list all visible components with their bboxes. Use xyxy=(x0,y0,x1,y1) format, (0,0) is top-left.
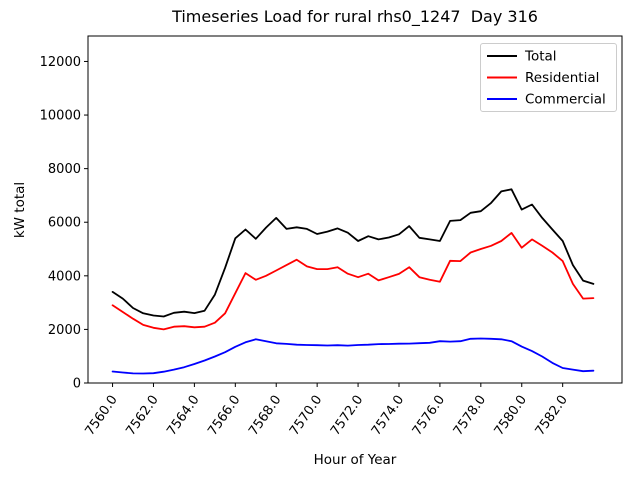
x-tick-label: 7580.0 xyxy=(492,393,530,439)
x-tick-label: 7566.0 xyxy=(205,393,243,439)
x-tick-label: 7568.0 xyxy=(246,393,284,439)
plot-border xyxy=(87,35,623,384)
x-tick-label: 7582.0 xyxy=(533,393,571,439)
y-tick-label: 6000 xyxy=(48,216,81,231)
legend-label-commercial: Commercial xyxy=(525,92,606,108)
series-line-residential xyxy=(111,231,595,331)
x-tick-label: 7576.0 xyxy=(410,393,448,439)
x-axis-label: Hour of Year xyxy=(314,452,397,468)
y-tick-label: 2000 xyxy=(48,323,81,338)
x-tick-label: 7562.0 xyxy=(123,393,161,439)
x-tick-label: 7578.0 xyxy=(451,393,489,439)
x-tick-label: 7564.0 xyxy=(164,393,202,439)
y-tick-label: 4000 xyxy=(48,269,81,284)
legend-label-total: Total xyxy=(524,49,557,65)
y-axis-label: kW total xyxy=(12,182,28,238)
legend-label-residential: Residential xyxy=(525,70,599,86)
x-tick-label: 7574.0 xyxy=(369,393,407,439)
legend: Total Residential Commercial xyxy=(480,43,617,112)
series-line-total xyxy=(111,188,595,318)
y-tick-label: 8000 xyxy=(48,162,81,177)
y-tick-label: 12000 xyxy=(40,55,81,70)
legend-frame xyxy=(480,43,617,112)
y-tick-label: 0 xyxy=(73,377,81,392)
y-tick-label: 10000 xyxy=(40,109,81,124)
x-tick-label: 7570.0 xyxy=(287,393,325,439)
chart-title: Timeseries Load for rural rhs0_1247 Day … xyxy=(171,7,538,27)
series-line-commercial xyxy=(111,337,595,375)
x-tick-label: 7560.0 xyxy=(82,393,120,439)
x-tick-label: 7572.0 xyxy=(328,393,366,439)
